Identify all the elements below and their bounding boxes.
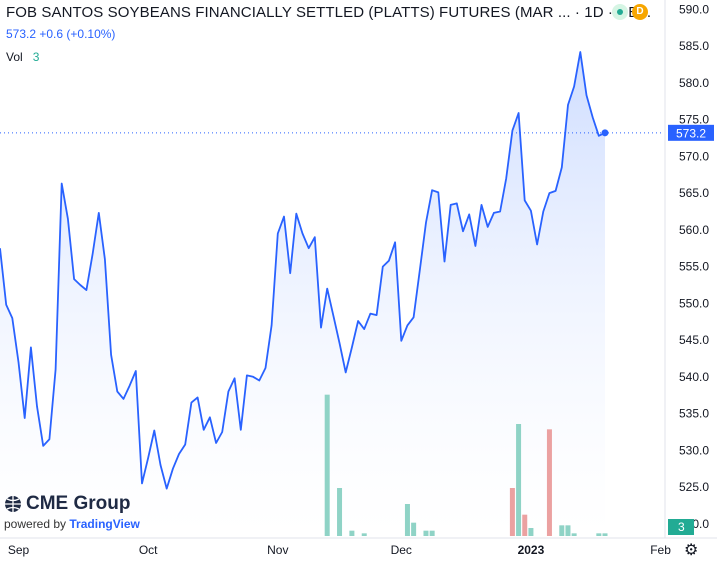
powered-by: powered by TradingView xyxy=(4,517,140,531)
y-tick-label: 550.0 xyxy=(679,296,709,310)
y-tick-label: 525.0 xyxy=(679,480,709,494)
powered-prefix: powered by xyxy=(4,517,67,531)
volume-bar xyxy=(516,424,522,536)
delayed-badge: D xyxy=(632,4,648,20)
y-tick-label: 545.0 xyxy=(679,333,709,347)
volume-bar xyxy=(361,533,367,536)
x-tick-label: Nov xyxy=(267,543,288,557)
last-price-badge xyxy=(668,124,714,141)
y-tick-label: 535.0 xyxy=(679,407,709,421)
tradingview-name: TradingView xyxy=(69,517,140,531)
price-area xyxy=(0,52,605,536)
volume-bar xyxy=(429,530,435,536)
volume-bar xyxy=(528,528,534,536)
x-tick-label: 2023 xyxy=(518,543,545,557)
y-tick-label: 565.0 xyxy=(679,186,709,200)
x-tick-label: Feb xyxy=(650,543,671,557)
y-tick-label: 590.0 xyxy=(679,2,709,16)
volume-bar xyxy=(596,533,602,536)
y-tick-label: 570.0 xyxy=(679,149,709,163)
volume-bar xyxy=(565,525,571,536)
market-open-icon xyxy=(612,4,628,20)
x-tick-label: Oct xyxy=(139,543,158,557)
y-tick-label: 580.0 xyxy=(679,76,709,90)
volume-label: Vol xyxy=(6,50,23,64)
y-tick-label: 585.0 xyxy=(679,39,709,53)
last-volume-badge xyxy=(668,519,694,535)
price-line xyxy=(0,51,606,490)
y-tick-label: 555.0 xyxy=(679,260,709,274)
volume-bar xyxy=(509,488,515,536)
volume-legend: Vol 3 xyxy=(6,50,39,64)
volume-bar xyxy=(423,530,429,536)
volume-bar xyxy=(522,514,528,536)
volume-bar xyxy=(559,525,565,536)
y-tick-label: 575.0 xyxy=(679,113,709,127)
last-price-dot xyxy=(601,129,609,137)
last-price-label: 573.2 xyxy=(676,126,706,140)
status-indicators: D xyxy=(612,4,648,20)
volume-bar xyxy=(324,394,330,536)
cme-globe-icon xyxy=(5,496,21,512)
y-tick-label: 540.0 xyxy=(679,370,709,384)
price-quote: 573.2 +0.6 (+0.10%) xyxy=(6,27,116,41)
volume-bar xyxy=(404,504,410,536)
y-tick-label: 530.0 xyxy=(679,443,709,457)
volume-bar xyxy=(349,530,355,536)
cme-logo[interactable]: CME Group powered by TradingView xyxy=(4,493,140,531)
last-volume-label: 3 xyxy=(678,520,685,534)
chart-title: FOB SANTOS SOYBEANS FINANCIALLY SETTLED … xyxy=(6,4,652,21)
cme-name: CME Group xyxy=(26,493,131,514)
volume-bar xyxy=(411,522,417,536)
volume-bar xyxy=(571,533,577,536)
x-tick-label: Dec xyxy=(391,543,412,557)
volume-bar xyxy=(337,488,343,536)
y-tick-label: 560.0 xyxy=(679,223,709,237)
x-tick-label: Sep xyxy=(8,543,30,557)
settings-gear-icon[interactable]: ⚙ xyxy=(684,542,699,559)
volume-bar xyxy=(546,429,552,536)
volume-bar xyxy=(602,533,608,536)
volume-value: 3 xyxy=(32,50,40,64)
